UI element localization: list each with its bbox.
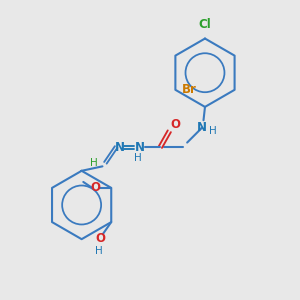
Text: Cl: Cl [199,18,212,31]
Text: N: N [197,121,207,134]
Text: O: O [91,182,101,194]
Text: H: H [95,246,103,256]
Text: O: O [170,118,180,131]
Text: N: N [135,140,145,154]
Text: N: N [115,140,125,154]
Text: H: H [134,153,142,163]
Text: Br: Br [182,83,197,96]
Text: O: O [95,232,105,245]
Text: H: H [209,126,217,136]
Text: H: H [90,158,98,168]
